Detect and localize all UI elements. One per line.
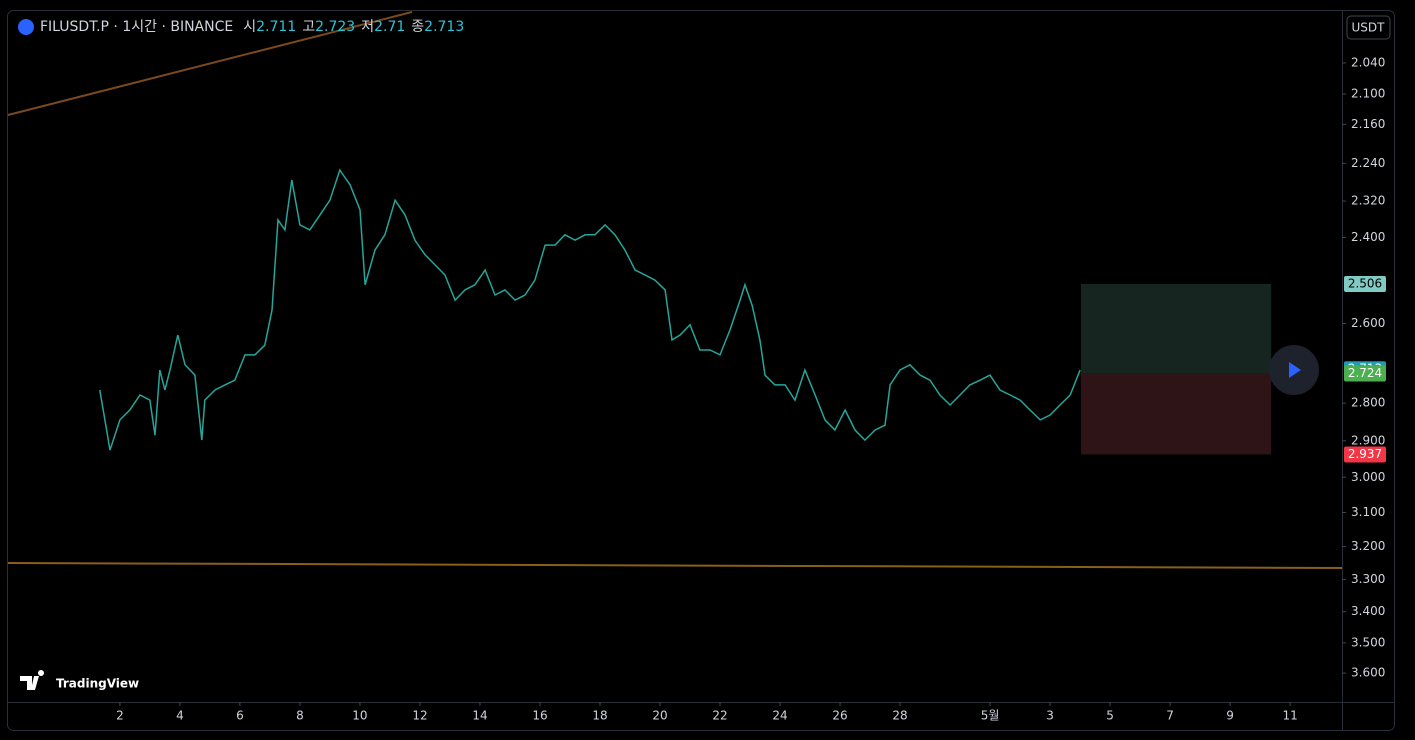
y-tick-label: 3.300 [1351, 572, 1385, 586]
plot-area [99, 168, 1272, 455]
y-tick-label: 3.400 [1351, 604, 1385, 618]
x-tick-label: 8 [296, 709, 304, 723]
x-tick-label: 26 [832, 709, 847, 723]
header: FILUSDT.P · 1시간 · BINANCE 시2.711 고2.723 저2.… [40, 19, 464, 35]
price-label-box [1344, 446, 1386, 463]
x-tick-label: 3 [1046, 709, 1054, 723]
logo-text: TradingView [56, 677, 139, 691]
frame [7, 10, 1395, 731]
symbol: FILUSDT.P · 1시간 · BINANCE [40, 19, 233, 35]
currency-button[interactable] [1346, 15, 1391, 40]
x-tick-label: 5 [1106, 709, 1114, 723]
y-tick-label: 2.160 [1351, 117, 1385, 131]
y-tick-label: 2.600 [1351, 316, 1385, 330]
y-tick-label: 3.500 [1351, 635, 1385, 649]
x-tick-label: 18 [592, 709, 607, 723]
x-tick-label: 22 [712, 709, 727, 723]
play-icon[interactable] [1289, 362, 1301, 378]
currency-label[interactable]: USDT [1352, 21, 1386, 35]
ohlc-value: 2.71 [374, 19, 405, 35]
x-tick-label: 10 [352, 709, 367, 723]
x-tick-label: 9 [1226, 709, 1234, 723]
price-line [99, 168, 1081, 451]
y-tick-label: 3.100 [1351, 505, 1385, 519]
y-tick-label: 3.200 [1351, 539, 1385, 553]
x-tick-label: 24 [772, 709, 787, 723]
price-label-box [1344, 365, 1386, 382]
logo-icon [20, 670, 45, 690]
x-tick-label: 4 [176, 709, 184, 723]
trend-line [7, 11, 413, 116]
y-tick-label: 3.000 [1351, 470, 1385, 484]
ohlc-value: 2.723 [315, 19, 355, 35]
ohlc-label: 종 [411, 19, 424, 35]
loss-zone [1080, 373, 1272, 455]
ohlc-label: 시 [243, 19, 256, 35]
y-tick-label: 2.900 [1351, 433, 1385, 447]
y-tick-label: 2.320 [1351, 194, 1385, 208]
price-label-box [1344, 275, 1386, 292]
x-tick-label: 11 [1282, 709, 1297, 723]
x-tick-label: 20 [652, 709, 667, 723]
ohlc-value: 2.713 [424, 19, 464, 35]
price-label: 2.506 [1348, 276, 1382, 290]
symbol-icon [18, 19, 34, 35]
price-label: 2.937 [1348, 447, 1382, 461]
x-tick-label: 14 [472, 709, 487, 723]
y-tick-label: 2.040 [1351, 55, 1385, 69]
x-tick-label: 5월 [981, 709, 1000, 723]
y-tick-label: 2.400 [1351, 230, 1385, 244]
x-tick-label: 7 [1166, 709, 1174, 723]
x-tick-label: 16 [532, 709, 547, 723]
x-tick-label: 2 [116, 709, 124, 723]
profit-zone [1080, 283, 1272, 374]
x-tick-label: 12 [412, 709, 427, 723]
x-tick-label: 28 [892, 709, 907, 723]
ohlc-label: 저 [361, 19, 374, 35]
y-tick-label: 3.600 [1351, 666, 1385, 680]
y-tick-label: 2.240 [1351, 156, 1385, 170]
ohlc-label: 고 [302, 19, 315, 35]
horizontal-line [7, 562, 1343, 569]
x-tick-label: 6 [236, 709, 244, 723]
y-tick-label: 2.800 [1351, 396, 1385, 410]
ohlc-value: 2.711 [256, 19, 296, 35]
y-tick-label: 2.100 [1351, 87, 1385, 101]
price-label: 2.724 [1348, 366, 1382, 380]
